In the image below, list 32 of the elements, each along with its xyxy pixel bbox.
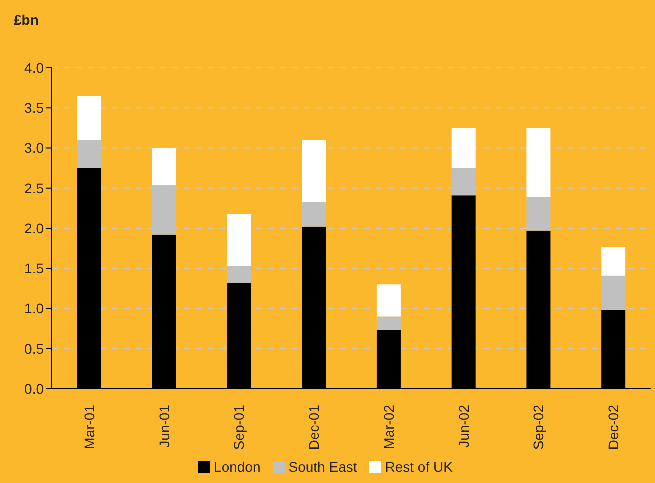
y-tick-label: 4.0: [24, 60, 44, 76]
x-tick-label: Dec-01: [306, 404, 322, 450]
bar: [227, 214, 252, 266]
y-tick-label: 3.5: [24, 100, 44, 116]
bar: [376, 316, 401, 330]
x-tick-label: Jun-02: [456, 404, 472, 448]
bar: [152, 148, 176, 186]
legend-label: Rest of UK: [384, 459, 453, 475]
y-tick-label: 0.5: [24, 340, 44, 357]
y-tick-label: 0.0: [24, 380, 44, 397]
legend-label: London: [213, 459, 261, 475]
x-tick-label: Sep-01: [231, 404, 248, 450]
x-tick-label: Mar-01: [81, 404, 98, 450]
y-tick-label: 1.5: [24, 260, 44, 277]
bar: [302, 140, 326, 202]
y-tick-label: 2.5: [24, 180, 44, 196]
bar: [77, 96, 102, 140]
bar: [602, 276, 626, 310]
legend-label: South East: [288, 459, 358, 475]
bar: [376, 284, 401, 317]
y-tick-label: 3.0: [24, 140, 44, 156]
x-tick-label: Dec-02: [606, 404, 622, 450]
bar: [602, 246, 626, 276]
bar: [452, 128, 476, 168]
bar: [302, 202, 326, 227]
x-tick-label: Mar-02: [380, 404, 397, 450]
x-tick-label: Sep-02: [530, 404, 547, 450]
x-tick-label: Jun-01: [156, 404, 172, 448]
y-axis-title: £bn: [14, 12, 39, 28]
y-tick-label: 2.0: [24, 220, 44, 236]
bar: [526, 128, 551, 198]
y-tick-label: 1.0: [24, 300, 44, 317]
